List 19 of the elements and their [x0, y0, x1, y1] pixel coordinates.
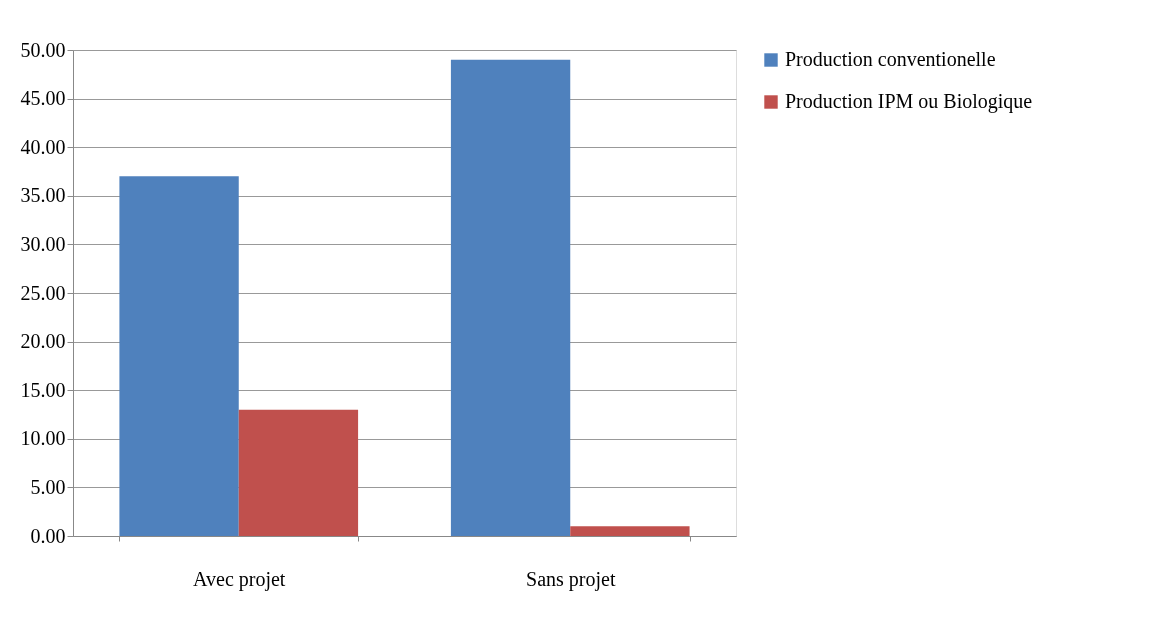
y-tick-label: 10.00 — [20, 427, 66, 450]
legend-label: Production IPM ou Biologique — [785, 90, 1033, 113]
y-tick-label: 50.00 — [20, 38, 66, 61]
y-tick-label: 25.00 — [20, 281, 66, 304]
y-tick-label: 5.00 — [30, 475, 66, 498]
bar — [450, 59, 571, 536]
x-tick-label: Avec projet — [193, 567, 286, 591]
bar — [238, 409, 359, 536]
y-tick-label: 15.00 — [20, 378, 66, 401]
y-tick-label: 20.00 — [20, 330, 66, 353]
y-tick-label: 45.00 — [20, 87, 66, 110]
x-tick-label: Sans projet — [526, 567, 616, 591]
y-tick-label: 35.00 — [20, 184, 66, 207]
bar — [119, 176, 239, 536]
bar — [570, 526, 690, 536]
y-tick-label: 0.00 — [30, 524, 66, 547]
legend-label: Production conventionelle — [785, 48, 996, 70]
y-tick-label: 30.00 — [20, 232, 66, 255]
y-tick-label: 40.00 — [20, 135, 66, 158]
